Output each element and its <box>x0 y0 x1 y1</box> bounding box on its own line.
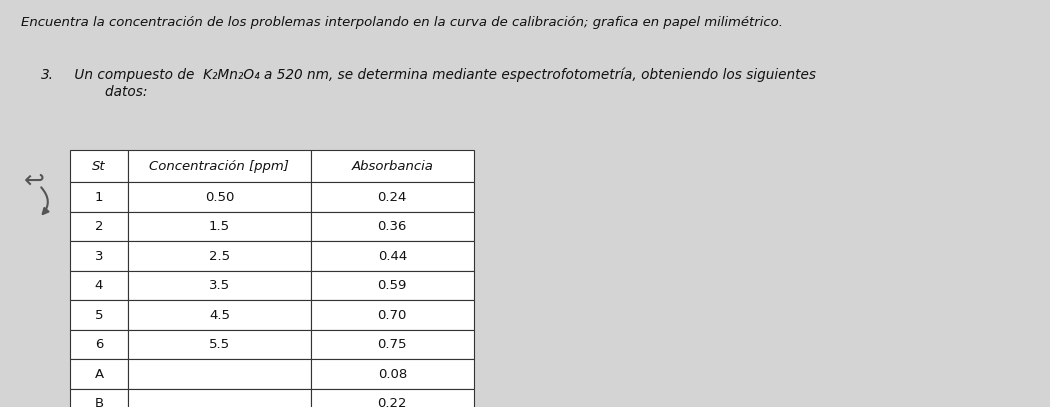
Text: St: St <box>92 160 106 173</box>
Bar <box>128 330 311 359</box>
Text: 4: 4 <box>94 279 103 292</box>
Text: ↩: ↩ <box>24 169 45 193</box>
Text: 2.5: 2.5 <box>209 249 230 263</box>
Text: 2: 2 <box>94 220 103 233</box>
Bar <box>128 389 311 407</box>
Text: Encuentra la concentración de los problemas interpolando en la curva de calibrac: Encuentra la concentración de los proble… <box>21 16 783 29</box>
Text: 6: 6 <box>94 338 103 351</box>
Text: 5.5: 5.5 <box>209 338 230 351</box>
Bar <box>311 241 474 271</box>
Bar <box>311 359 474 389</box>
Bar <box>128 212 311 241</box>
Bar <box>311 271 474 300</box>
Text: 5: 5 <box>94 309 103 322</box>
Text: 0.36: 0.36 <box>378 220 407 233</box>
Text: Concentración [ppm]: Concentración [ppm] <box>149 160 290 173</box>
Text: 0.75: 0.75 <box>378 338 407 351</box>
Bar <box>70 330 128 359</box>
Bar <box>128 359 311 389</box>
Text: 0.50: 0.50 <box>205 190 234 204</box>
Text: 3.: 3. <box>41 68 55 82</box>
Bar <box>311 300 474 330</box>
Text: 0.24: 0.24 <box>378 190 407 204</box>
Text: 3: 3 <box>94 249 103 263</box>
Bar <box>70 359 128 389</box>
Text: 0.44: 0.44 <box>378 249 407 263</box>
Bar <box>70 212 128 241</box>
Bar <box>128 300 311 330</box>
Bar <box>311 212 474 241</box>
Bar <box>311 389 474 407</box>
Text: 4.5: 4.5 <box>209 309 230 322</box>
Bar <box>311 150 474 182</box>
Text: 3.5: 3.5 <box>209 279 230 292</box>
Text: 1: 1 <box>94 190 103 204</box>
Bar <box>70 389 128 407</box>
Text: 0.59: 0.59 <box>378 279 407 292</box>
Bar <box>128 241 311 271</box>
Text: Un compuesto de  K₂Mn₂O₄ a 520 nm, se determina mediante espectrofotometría, obt: Un compuesto de K₂Mn₂O₄ a 520 nm, se det… <box>70 68 816 98</box>
Bar <box>128 182 311 212</box>
Text: 1.5: 1.5 <box>209 220 230 233</box>
Bar <box>70 300 128 330</box>
Text: 0.70: 0.70 <box>378 309 407 322</box>
Text: Absorbancia: Absorbancia <box>352 160 434 173</box>
Text: 0.08: 0.08 <box>378 368 407 381</box>
Text: A: A <box>94 368 104 381</box>
Bar <box>70 150 128 182</box>
Bar <box>311 182 474 212</box>
Bar <box>128 271 311 300</box>
Bar <box>70 182 128 212</box>
Text: B: B <box>94 397 104 407</box>
Bar <box>70 241 128 271</box>
Bar <box>311 330 474 359</box>
Bar <box>128 150 311 182</box>
Text: 0.22: 0.22 <box>378 397 407 407</box>
Bar <box>70 271 128 300</box>
